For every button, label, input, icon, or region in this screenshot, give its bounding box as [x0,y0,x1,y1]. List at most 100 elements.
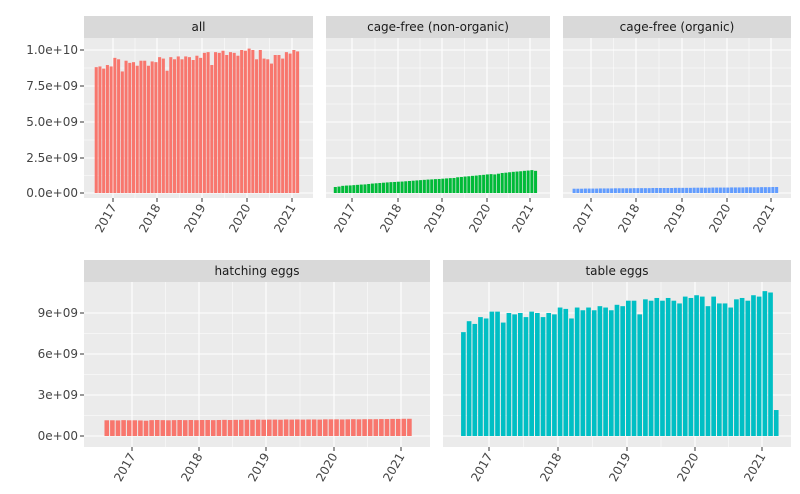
bar [295,419,300,436]
bar [671,300,677,436]
bar [478,175,482,193]
bar [132,420,138,436]
bar [628,188,632,193]
bar [546,313,552,436]
bar [177,420,182,436]
y-tick-label: 7.5e+09 [26,79,78,93]
bar [763,187,767,193]
bar [344,185,348,193]
bar [206,52,210,193]
bar [236,55,240,193]
bar [266,59,270,193]
facet-strip [563,16,791,38]
bar [352,185,356,193]
bar [529,311,534,436]
bar [519,171,523,193]
bar [102,68,106,193]
bar [374,183,378,193]
bar [233,419,238,436]
bar [221,50,225,194]
bar [482,174,486,193]
bar [250,419,255,436]
bar [415,180,419,193]
bar [722,303,728,436]
bar [658,187,662,193]
bar [637,314,643,436]
bar [489,174,493,193]
bar [748,187,752,193]
bar [620,306,625,436]
bar [717,303,722,436]
bar [640,188,644,193]
bar [384,419,390,436]
bar [752,187,756,193]
bar [117,59,121,193]
bar [138,420,143,436]
bar [445,178,449,193]
bar [745,300,751,436]
bar [359,184,363,193]
bar [281,58,285,193]
bar [493,174,497,193]
bar [463,176,467,193]
bar [530,170,534,193]
bar [161,58,165,193]
bar [437,178,441,193]
panel-background [563,38,791,198]
bar [655,187,659,193]
bar [662,187,666,193]
bar [113,57,117,193]
bar [756,296,762,436]
bar [367,183,371,193]
bar [261,419,266,436]
bar [459,176,463,193]
bar [169,57,173,194]
bar [647,188,651,193]
bar [306,419,311,436]
facet-strip [443,260,791,282]
y-tick-label: 2.5e+09 [26,151,78,165]
bar [430,179,434,193]
bar [739,297,745,436]
bar [617,188,621,193]
bar [485,174,489,193]
bar [673,187,677,193]
bar [404,181,408,193]
bar [126,420,132,436]
bar [452,177,456,193]
bar [688,297,694,436]
bar [692,187,696,193]
bar [109,66,113,193]
bar [194,420,199,436]
bar [726,187,730,193]
bar [121,420,126,436]
bar [202,52,206,193]
bar [636,188,640,193]
bar [711,187,715,193]
bar [222,419,227,436]
bar [363,184,367,193]
y-tick-label: 0e+00 [38,429,78,443]
facet-strip [84,260,430,282]
bar [154,62,158,193]
y-tick-label: 5.0e+09 [26,115,78,129]
bar [191,60,195,194]
bar [296,51,300,194]
bar [158,57,162,194]
bar [247,48,251,193]
bar [433,179,437,193]
facet-strip-label: hatching eggs [214,264,299,278]
bar [182,420,188,436]
bar [694,295,699,436]
bar [373,419,379,436]
bar [583,188,587,193]
bar [534,170,538,193]
bar [160,420,166,436]
y-tick-label: 3e+09 [38,388,78,402]
bar [362,419,367,436]
bar [471,175,475,193]
bar [339,419,345,436]
bar [666,187,670,193]
